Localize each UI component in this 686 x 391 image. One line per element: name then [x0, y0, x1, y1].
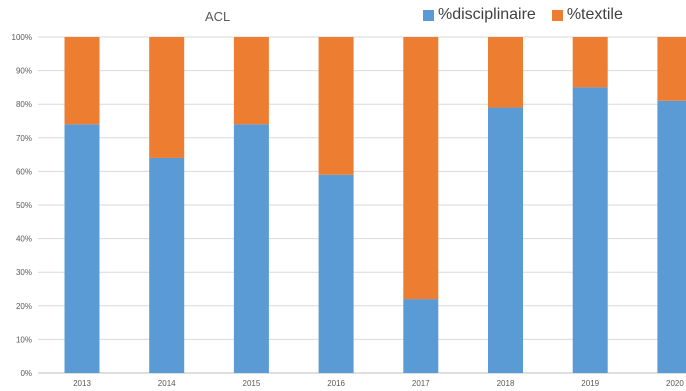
x-tick-label: 2014 [158, 379, 176, 388]
legend-label-textile: %textile [566, 6, 623, 23]
bar-segment-textile-2018 [488, 37, 523, 108]
y-axis: 0% 10% 20% 30% 40% 50% 60% 70% 80% 90% 100% [12, 33, 32, 378]
legend-swatch-textile [551, 9, 563, 21]
bar-segment-textile-2016 [318, 37, 354, 175]
x-tick-label: 2017 [412, 379, 430, 388]
bar-segment-textile-2013 [64, 37, 100, 125]
x-tick-label: 2019 [581, 379, 599, 388]
legend-label-disciplinaire: %disciplinaire [438, 6, 536, 23]
bar-segment-disciplinaire-2019 [572, 87, 608, 374]
x-tick-label: 2016 [327, 379, 345, 388]
x-tick-label: 2020 [666, 379, 684, 388]
chart-title: ACL [205, 9, 231, 24]
y-tick-label: 20% [16, 302, 32, 311]
legend: %disciplinaire %textile [423, 6, 639, 24]
y-tick-label: 60% [16, 167, 32, 176]
legend-item-disciplinaire: %disciplinaire [423, 6, 536, 24]
y-tick-label: 30% [16, 268, 32, 277]
y-tick-label: 10% [16, 335, 32, 344]
bar-segment-textile-2017 [403, 37, 439, 300]
legend-swatch-disciplinaire [423, 9, 434, 21]
y-tick-label: 100% [12, 33, 32, 42]
y-tick-label: 70% [16, 134, 32, 143]
x-tick-label: 2013 [73, 379, 91, 388]
bars [64, 37, 686, 374]
bar-segment-disciplinaire-2016 [318, 174, 354, 373]
bar-segment-disciplinaire-2015 [233, 124, 269, 373]
bar-segment-textile-2020 [657, 37, 686, 101]
bar-segment-disciplinaire-2014 [149, 157, 185, 373]
bar-segment-disciplinaire-2018 [488, 107, 523, 373]
bar-segment-textile-2019 [572, 37, 608, 88]
y-tick-label: 0% [20, 369, 32, 378]
bar-segment-disciplinaire-2020 [657, 100, 686, 373]
bar-segment-disciplinaire-2017 [403, 299, 439, 373]
y-tick-label: 80% [16, 100, 32, 109]
y-tick-label: 40% [16, 235, 32, 244]
bar-segment-textile-2014 [149, 37, 185, 158]
x-tick-label: 2015 [243, 379, 261, 388]
legend-item-textile: %textile [551, 6, 623, 24]
x-axis: 2013 2014 2015 2016 2017 2018 2019 2020 [73, 379, 684, 388]
y-tick-label: 90% [16, 67, 32, 76]
y-tick-label: 50% [16, 201, 32, 210]
x-tick-label: 2018 [497, 379, 515, 388]
bar-segment-disciplinaire-2013 [64, 124, 100, 373]
bar-segment-textile-2015 [233, 37, 269, 125]
